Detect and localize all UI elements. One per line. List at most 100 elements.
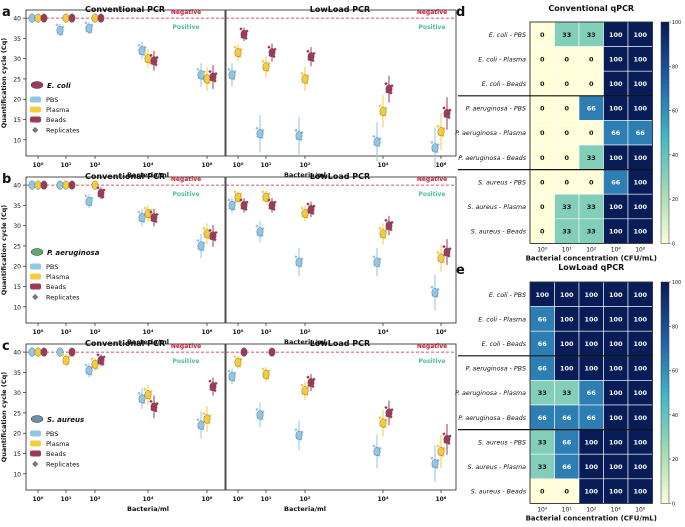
- heatmap-cell: [529, 46, 555, 72]
- heatmap-cell-value: 100: [560, 291, 574, 299]
- heatmap-cell-value: 66: [562, 414, 572, 422]
- colorbar-segment: [661, 432, 669, 438]
- data-point: [379, 229, 387, 239]
- legend-swatch: [30, 263, 41, 270]
- legend-item: Plasma: [46, 273, 69, 281]
- data-point: [295, 257, 303, 267]
- heatmap-row-label: S. aureus - PBS: [478, 179, 526, 186]
- heatmap-cell: [578, 46, 604, 72]
- colorbar-segment: [661, 26, 669, 32]
- replicate-point: [227, 67, 231, 72]
- colorbar-segment: [661, 44, 669, 50]
- heatmap-cell-value: 100: [609, 315, 623, 323]
- legend-swatch: [32, 126, 39, 134]
- heatmap-cell: [627, 404, 653, 430]
- colorbar-segment: [661, 312, 669, 318]
- colorbar-segment: [661, 370, 669, 376]
- colorbar-segment: [661, 194, 669, 200]
- replicate-point: [149, 399, 153, 404]
- data-point: [34, 347, 42, 357]
- heatmap-cell-value: 0: [540, 203, 545, 211]
- y-tick-label: 40: [13, 350, 21, 357]
- colorbar-segment: [661, 481, 669, 487]
- replicate-point: [430, 456, 434, 460]
- colorbar-segment: [661, 383, 669, 389]
- heatmap-cell: [603, 120, 629, 146]
- heatmap-cell-value: 100: [609, 389, 623, 397]
- x-tick-label: 10²: [90, 329, 101, 336]
- replicate-point: [294, 428, 298, 432]
- heatmap-cell: [603, 478, 629, 504]
- replicate-point: [430, 285, 434, 289]
- colorbar-segment: [661, 308, 669, 314]
- x-tick-label: 10⁶: [436, 496, 447, 503]
- colorbar-segment: [661, 185, 669, 191]
- data-point: [34, 180, 42, 190]
- replicate-point: [233, 355, 237, 359]
- y-tick-label: 25: [13, 76, 21, 83]
- data-point: [385, 408, 393, 418]
- heatmap-cell-value: 100: [633, 463, 647, 471]
- replicate-point: [261, 190, 265, 194]
- heatmap-cell: [578, 330, 604, 357]
- heatmap-cell-value: 0: [564, 55, 569, 63]
- colorbar-segment: [661, 30, 669, 36]
- y-tick-label: 20: [13, 431, 21, 438]
- data-point: [301, 208, 309, 218]
- replicate-point: [300, 206, 304, 210]
- data-point: [209, 72, 217, 82]
- data-point: [437, 127, 445, 137]
- positive-label: Positive: [418, 24, 445, 31]
- colorbar-segment: [661, 317, 669, 323]
- colorbar-segment: [661, 459, 669, 465]
- organism-icon: [30, 81, 44, 89]
- heatmap-cell-value: 100: [633, 365, 647, 373]
- heatmap-cell-value: 66: [636, 129, 646, 137]
- y-tick-label: 35: [13, 203, 21, 210]
- x-axis-label: Bacteria/ml: [284, 338, 326, 346]
- colorbar-segment: [661, 97, 669, 103]
- replicate-point: [233, 190, 237, 194]
- heatmap-cell-value: 0: [540, 105, 545, 113]
- legend-item: Plasma: [46, 440, 69, 448]
- heatmap-cell: [603, 193, 629, 220]
- colorbar-segment: [661, 423, 669, 429]
- heatmap-cell-value: 100: [609, 203, 623, 211]
- lowload-title: LowLoad PCR: [310, 172, 370, 181]
- heatmap-cell: [627, 144, 653, 170]
- x-tick-label: 10⁰: [33, 329, 44, 336]
- colorbar-segment: [661, 463, 669, 469]
- replicate-point: [442, 106, 446, 110]
- colorbar-segment: [661, 299, 669, 305]
- legend-swatch: [30, 96, 41, 103]
- heatmap-cell-value: 100: [584, 340, 598, 348]
- data-point: [437, 253, 445, 263]
- colorbar-segment: [661, 35, 669, 41]
- heatmap-cell-value: 100: [609, 438, 623, 446]
- colorbar-segment: [661, 445, 669, 451]
- heatmap-col-label: 10¹: [562, 246, 573, 253]
- heatmap-cell: [529, 95, 555, 121]
- heatmap-row-label: E. coli - PBS: [489, 32, 526, 39]
- colorbar-segment: [661, 388, 669, 394]
- replicate-point: [208, 69, 212, 74]
- legend-item: Plasma: [46, 106, 69, 114]
- heatmap-cell-value: 66: [562, 463, 572, 471]
- x-tick-label: 10²: [90, 162, 101, 169]
- y-tick-label: 15: [13, 284, 21, 291]
- colorbar-segment: [661, 494, 669, 500]
- replicate-point: [436, 444, 440, 448]
- y-axis-label: Quantification cycle (Cq): [0, 372, 8, 462]
- heatmap-cell: [529, 453, 555, 480]
- data-point: [56, 25, 64, 35]
- lowload-title: LowLoad PCR: [310, 5, 370, 14]
- heatmap-cell-value: 0: [540, 80, 545, 88]
- heatmap-cell-value: 100: [584, 438, 598, 446]
- heatmap-cell-value: 0: [564, 178, 569, 186]
- heatmap-cell-value: 33: [538, 438, 547, 446]
- replicate-point: [384, 81, 388, 86]
- heatmap-title: LowLoad qPCR: [558, 263, 624, 272]
- colorbar-segment: [661, 106, 669, 112]
- heatmap-cell: [603, 306, 629, 332]
- heatmap-cell: [529, 478, 555, 504]
